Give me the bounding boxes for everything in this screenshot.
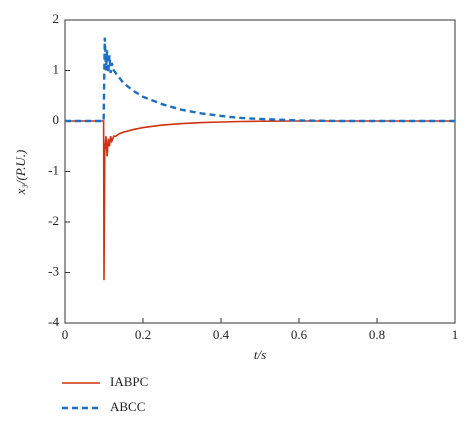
plot-frame: [64, 19, 456, 324]
y-tick-label: 0: [53, 112, 60, 127]
x-tick-label: 1: [452, 327, 459, 342]
y-tick-label: -2: [48, 213, 59, 228]
series-line: [65, 120, 455, 281]
y-axis-label: x₃/(P.U.): [13, 150, 28, 196]
x-axis-label: t/s: [254, 347, 266, 362]
legend-label: IABPC: [110, 374, 148, 389]
y-tick-label: -1: [48, 162, 59, 177]
x-tick-label: 0.6: [291, 327, 308, 342]
x-tick-label: 0.8: [369, 327, 385, 342]
y-tick-label: 2: [53, 11, 60, 26]
series-line: [65, 37, 455, 123]
x-tick-label: 0.2: [135, 327, 151, 342]
y-tick-label: 1: [53, 61, 60, 76]
x-tick-label: 0.4: [213, 327, 230, 342]
legend-label: ABCC: [110, 399, 145, 414]
y-tick-label: -4: [48, 314, 59, 329]
y-tick-label: -3: [48, 263, 59, 278]
x-tick-label: 0: [62, 327, 69, 342]
